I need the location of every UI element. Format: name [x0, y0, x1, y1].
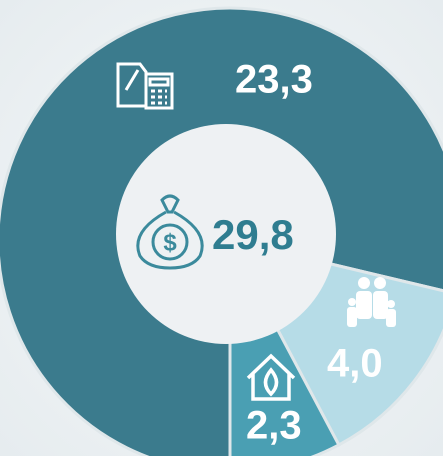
- calculator-icon: [116, 62, 174, 110]
- svg-text:$: $: [163, 229, 177, 256]
- center-circle: [116, 124, 336, 344]
- segments: [0, 6, 443, 456]
- house-icon: [246, 353, 296, 401]
- value-label: 23,3: [235, 58, 313, 102]
- center-label: 29,8: [212, 211, 294, 258]
- family-icon: [347, 277, 396, 327]
- money-bag-icon: $: [136, 194, 204, 270]
- value-label: 2,3: [246, 404, 302, 448]
- value-label: 4,0: [327, 342, 383, 386]
